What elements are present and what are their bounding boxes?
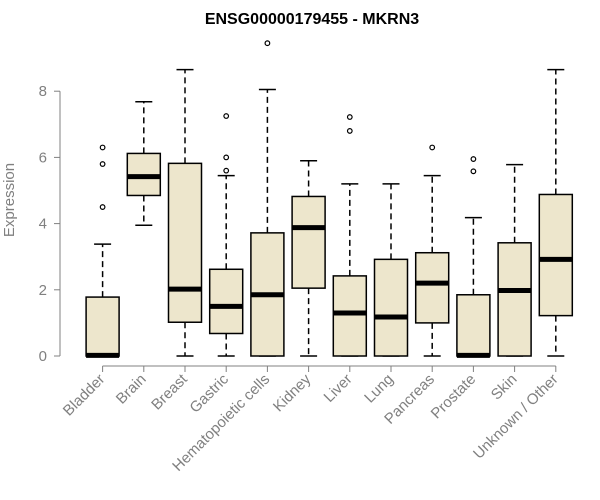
outlier-point bbox=[99, 161, 106, 167]
chart-title: ENSG00000179455 - MKRN3 bbox=[205, 11, 419, 28]
box bbox=[208, 268, 244, 335]
y-tick-label: 4 bbox=[39, 216, 47, 233]
y-tick-label: 6 bbox=[39, 149, 47, 166]
x-tick-label: Bladder bbox=[60, 371, 109, 420]
box bbox=[497, 242, 532, 357]
x-tick-label: Kidney bbox=[270, 370, 315, 415]
x-tick-label: Prostate bbox=[428, 371, 480, 423]
box-group bbox=[126, 101, 162, 227]
outlier-point bbox=[223, 113, 230, 119]
box bbox=[538, 193, 574, 317]
y-axis-label: Expression bbox=[1, 163, 18, 237]
x-tick-label: Skin bbox=[488, 371, 521, 404]
box bbox=[332, 275, 368, 357]
box-group bbox=[456, 156, 491, 358]
box bbox=[456, 294, 491, 357]
outlier-point bbox=[346, 114, 353, 120]
box-group bbox=[208, 113, 244, 357]
outlier-point bbox=[223, 167, 230, 174]
outlier-point bbox=[470, 156, 477, 162]
outlier-point bbox=[99, 144, 106, 151]
box-group bbox=[538, 68, 574, 357]
plot-area bbox=[85, 40, 574, 358]
box-group bbox=[414, 144, 450, 357]
outlier-point bbox=[223, 154, 230, 161]
box bbox=[167, 162, 203, 323]
box bbox=[291, 195, 326, 289]
x-tick-label: Breast bbox=[148, 370, 191, 413]
outlier-point bbox=[264, 40, 271, 47]
box-group bbox=[250, 40, 285, 357]
box-group bbox=[373, 183, 409, 357]
y-tick-label: 2 bbox=[39, 282, 47, 299]
box bbox=[85, 296, 120, 357]
outlier-point bbox=[429, 144, 436, 151]
box bbox=[373, 258, 409, 357]
box-group bbox=[332, 114, 368, 357]
x-tick-label: Liver bbox=[321, 371, 356, 406]
x-tick-label: Lung bbox=[361, 371, 397, 407]
box bbox=[414, 251, 450, 324]
x-tick-label: Brain bbox=[113, 371, 150, 408]
box-group bbox=[497, 163, 532, 357]
y-axis: 0 2 4 6 8 bbox=[39, 83, 61, 365]
y-tick-label: 0 bbox=[39, 348, 47, 365]
box-group bbox=[291, 159, 326, 357]
outlier-point bbox=[346, 128, 353, 134]
outlier-point bbox=[470, 168, 477, 175]
outlier-point bbox=[99, 204, 106, 210]
y-tick-label: 8 bbox=[39, 83, 47, 100]
box-group bbox=[167, 68, 203, 357]
box-group bbox=[85, 144, 120, 358]
